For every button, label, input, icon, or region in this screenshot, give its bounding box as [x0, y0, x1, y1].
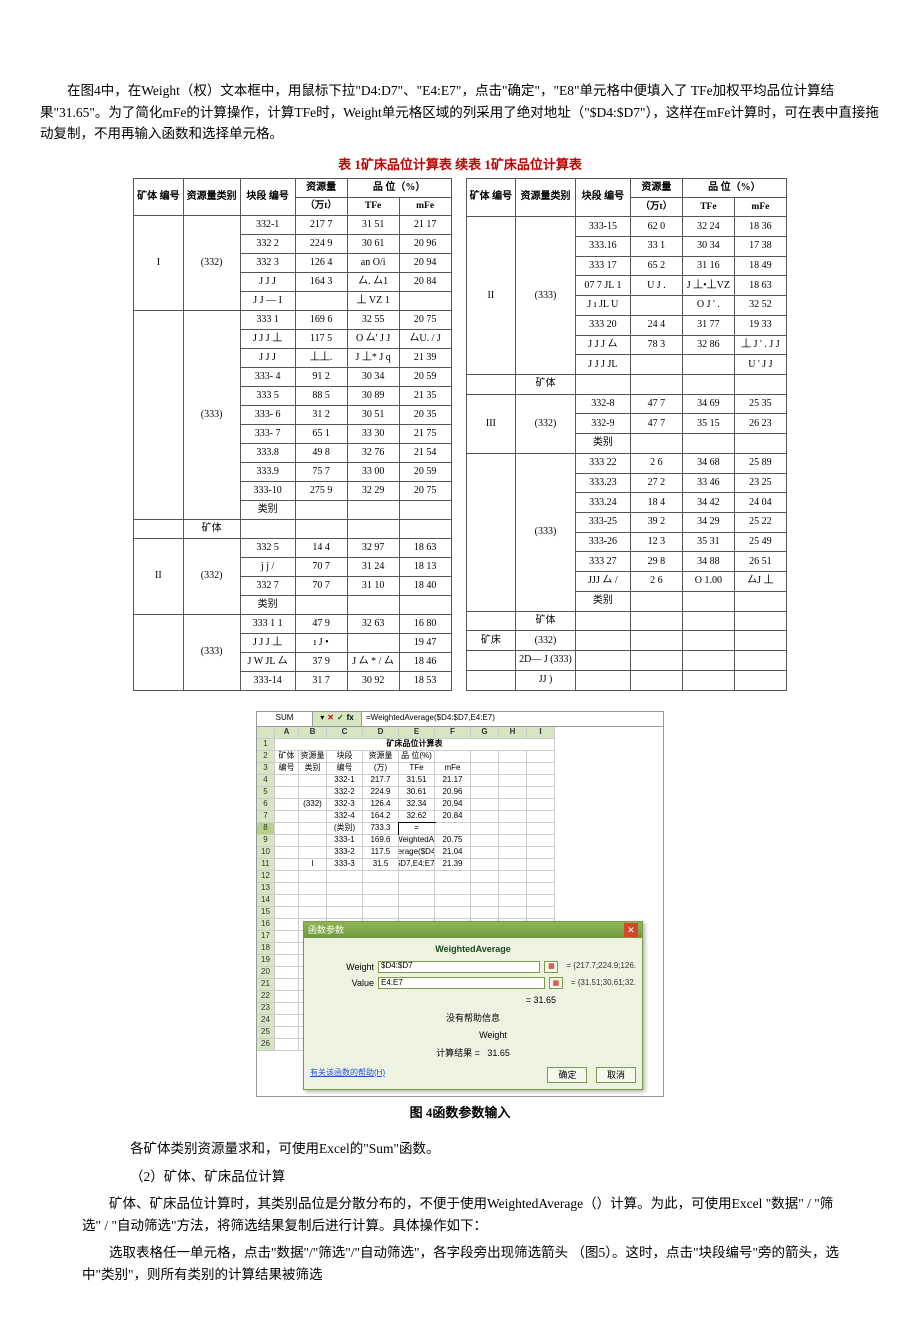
namebox: SUM — [257, 712, 313, 726]
cancel-button[interactable]: 取消 — [596, 1067, 636, 1083]
value-label: Value — [334, 976, 374, 990]
close-icon[interactable]: ✕ — [624, 923, 638, 937]
cancel-icon: ✕ — [327, 712, 334, 725]
th-tfe-r: TFe — [682, 198, 734, 217]
th-tfe: TFe — [347, 197, 399, 215]
table-left: 矿体 编号 资源量类别 块段 编号 资源量 品 位（%） （万t） TFe mF… — [133, 178, 452, 691]
range-picker-icon[interactable]: ▦ — [549, 977, 563, 989]
th-mfe-r: mFe — [734, 198, 786, 217]
weight-result: = {217.7;224.9;126. — [566, 960, 636, 973]
dialog-title-text: 函数参数 — [308, 923, 344, 937]
tables-container: 矿体 编号 资源量类别 块段 编号 资源量 品 位（%） （万t） TFe mF… — [40, 178, 880, 691]
table-row: I(332)332-1217 731 5121 17 — [134, 215, 452, 234]
table-row: (333)333 222 634 6825 89 — [466, 453, 786, 473]
value-input[interactable]: E4:E7 — [378, 977, 545, 989]
dialog-help-line2: Weight — [350, 1028, 636, 1042]
enter-icon: ✓ — [337, 712, 344, 725]
fx-buttons: ▾ ✕ ✓ fx — [313, 712, 361, 726]
dialog-help-line1: 没有帮助信息 — [310, 1011, 636, 1025]
figure4-caption: 图 4函数参数输入 — [40, 1103, 880, 1124]
th-restype: 资源量类别 — [183, 178, 240, 215]
dialog-equals: = 31.65 — [310, 993, 636, 1007]
th-res: 资源量 — [295, 178, 347, 197]
table-row: 矿床(332) — [466, 631, 786, 651]
figure4-wrap: SUM ▾ ✕ ✓ fx =WeightedAverage($D4:$D7,E4… — [40, 711, 880, 1098]
text-p2: （2）矿体、矿床品位计算 — [130, 1166, 840, 1188]
th-res-r: 资源量 — [630, 178, 682, 198]
th-grade-r: 品 位（%） — [682, 178, 786, 198]
text-p1: 各矿体类别资源量求和，可使用Excel的"Sum"函数。 — [130, 1138, 840, 1160]
th-res-u-r: （万t） — [630, 198, 682, 217]
result-label: 计算结果 = — [436, 1048, 480, 1058]
formula-text: =WeightedAverage($D4:$D7,E4:E7) — [361, 712, 663, 726]
th-grade: 品 位（%） — [347, 178, 451, 197]
table-right: 矿体 编号 资源量类别 块段 编号 资源量 品 位（%） （万t） TFe mF… — [466, 178, 787, 691]
range-picker-icon[interactable]: ▦ — [544, 961, 558, 973]
weight-input[interactable]: $D4:$D7 — [378, 961, 540, 973]
th-body-r: 矿体 编号 — [466, 178, 516, 217]
text-p4: 选取表格任一单元格，点击"数据"/"筛选"/"自动筛选"，各字段旁出现筛选箭头 … — [82, 1242, 840, 1285]
th-mfe: mFe — [399, 197, 451, 215]
dialog-help-link[interactable]: 有关该函数的帮助(H) — [310, 1067, 385, 1080]
excel-figure: SUM ▾ ✕ ✓ fx =WeightedAverage($D4:$D7,E4… — [256, 711, 664, 1098]
ok-button[interactable]: 确定 — [547, 1067, 587, 1083]
th-block-r: 块段 编号 — [575, 178, 630, 217]
dialog-titlebar: 函数参数 ✕ — [304, 922, 642, 938]
table-title: 表 1矿床品位计算表 续表 1矿床品位计算表 — [40, 155, 880, 176]
weight-row: Weight $D4:$D7 ▦ = {217.7;224.9;126. — [334, 960, 636, 974]
result-value: 31.65 — [487, 1048, 510, 1058]
value-row: Value E4:E7 ▦ = {31.51;30.61;32. — [334, 976, 636, 990]
table-row: 2D— J (333) — [466, 651, 786, 671]
value-result: = {31.51;30.61;32. — [571, 977, 636, 990]
table-row: II(333)333-1562 032 2418 36 — [466, 217, 786, 237]
th-res-u: （万t） — [295, 197, 347, 215]
th-body: 矿体 编号 — [134, 178, 184, 215]
weight-label: Weight — [334, 960, 374, 974]
table-row: (333)333 1169 632 5520 75 — [134, 310, 452, 329]
th-block: 块段 编号 — [240, 178, 295, 215]
intro-paragraph: 在图4中，在Weight（权）文本框中，用鼠标下拉"D4:D7"、"E4:E7"… — [40, 80, 880, 145]
table-row: III(332)332-847 734 6925 35 — [466, 394, 786, 414]
text-p3: 矿体、矿床品位计算时，其类别品位是分散分布的，不便于使用WeightedAver… — [82, 1193, 840, 1236]
dialog-fn-name: WeightedAverage — [310, 942, 636, 956]
function-dialog: 函数参数 ✕ WeightedAverage Weight $D4:$D7 ▦ … — [303, 921, 643, 1091]
th-restype-r: 资源量类别 — [516, 178, 576, 217]
table-row: JJ ) — [466, 670, 786, 690]
table-row: II(332)332 514 432 9718 63 — [134, 538, 452, 557]
formula-bar: SUM ▾ ✕ ✓ fx =WeightedAverage($D4:$D7,E4… — [257, 712, 663, 727]
table-row: (333)333 1 147 932 6316 80 — [134, 614, 452, 633]
